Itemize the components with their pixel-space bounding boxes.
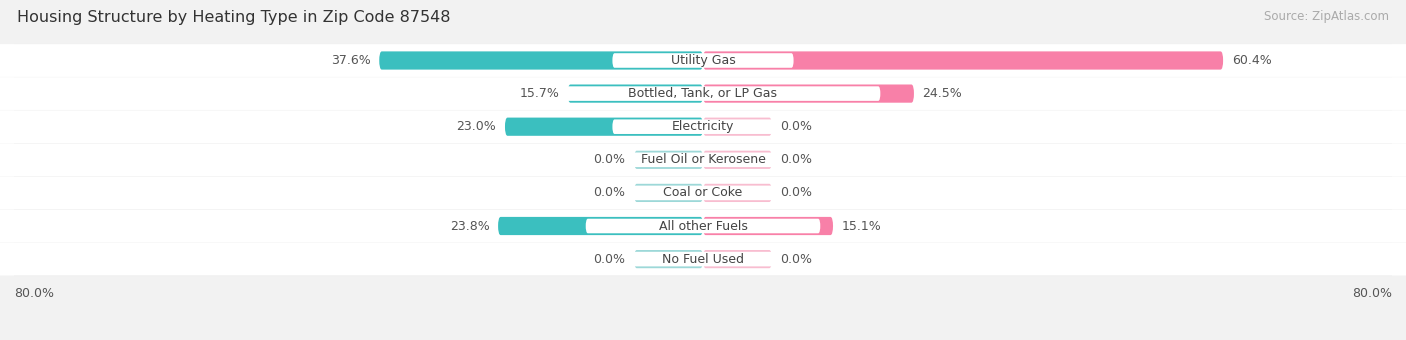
Text: Housing Structure by Heating Type in Zip Code 87548: Housing Structure by Heating Type in Zip… xyxy=(17,10,450,25)
FancyBboxPatch shape xyxy=(703,250,772,268)
FancyBboxPatch shape xyxy=(606,252,800,266)
Text: 23.0%: 23.0% xyxy=(457,120,496,133)
FancyBboxPatch shape xyxy=(380,51,703,70)
FancyBboxPatch shape xyxy=(634,151,703,169)
Text: 0.0%: 0.0% xyxy=(593,153,626,166)
FancyBboxPatch shape xyxy=(553,153,853,167)
FancyBboxPatch shape xyxy=(0,44,1406,77)
Text: No Fuel Used: No Fuel Used xyxy=(662,253,744,266)
FancyBboxPatch shape xyxy=(0,243,1406,275)
Text: 0.0%: 0.0% xyxy=(593,186,626,199)
Text: 80.0%: 80.0% xyxy=(1353,287,1392,300)
FancyBboxPatch shape xyxy=(703,51,1223,70)
Text: Utility Gas: Utility Gas xyxy=(671,54,735,67)
FancyBboxPatch shape xyxy=(703,151,772,169)
FancyBboxPatch shape xyxy=(703,217,832,235)
Text: 60.4%: 60.4% xyxy=(1232,54,1271,67)
Text: 37.6%: 37.6% xyxy=(330,54,371,67)
FancyBboxPatch shape xyxy=(568,85,703,103)
Text: 24.5%: 24.5% xyxy=(922,87,962,100)
FancyBboxPatch shape xyxy=(586,219,820,233)
FancyBboxPatch shape xyxy=(0,210,1406,242)
FancyBboxPatch shape xyxy=(0,143,1406,176)
FancyBboxPatch shape xyxy=(0,77,1406,110)
Text: Bottled, Tank, or LP Gas: Bottled, Tank, or LP Gas xyxy=(628,87,778,100)
Text: 15.1%: 15.1% xyxy=(842,220,882,233)
Text: 0.0%: 0.0% xyxy=(780,153,813,166)
FancyBboxPatch shape xyxy=(0,110,1406,143)
FancyBboxPatch shape xyxy=(613,53,793,68)
FancyBboxPatch shape xyxy=(526,86,880,101)
Text: All other Fuels: All other Fuels xyxy=(658,220,748,233)
Text: 15.7%: 15.7% xyxy=(519,87,560,100)
FancyBboxPatch shape xyxy=(703,85,914,103)
Text: 0.0%: 0.0% xyxy=(593,253,626,266)
Text: 0.0%: 0.0% xyxy=(780,120,813,133)
FancyBboxPatch shape xyxy=(505,118,703,136)
Text: Fuel Oil or Kerosene: Fuel Oil or Kerosene xyxy=(641,153,765,166)
FancyBboxPatch shape xyxy=(703,118,772,136)
FancyBboxPatch shape xyxy=(498,217,703,235)
Text: 0.0%: 0.0% xyxy=(780,253,813,266)
Text: Coal or Coke: Coal or Coke xyxy=(664,186,742,199)
FancyBboxPatch shape xyxy=(613,119,793,134)
FancyBboxPatch shape xyxy=(634,250,703,268)
Text: 23.8%: 23.8% xyxy=(450,220,489,233)
FancyBboxPatch shape xyxy=(606,186,800,200)
FancyBboxPatch shape xyxy=(634,184,703,202)
FancyBboxPatch shape xyxy=(0,176,1406,209)
Text: Source: ZipAtlas.com: Source: ZipAtlas.com xyxy=(1264,10,1389,23)
Text: Electricity: Electricity xyxy=(672,120,734,133)
Text: 80.0%: 80.0% xyxy=(14,287,53,300)
Text: 0.0%: 0.0% xyxy=(780,186,813,199)
FancyBboxPatch shape xyxy=(703,184,772,202)
